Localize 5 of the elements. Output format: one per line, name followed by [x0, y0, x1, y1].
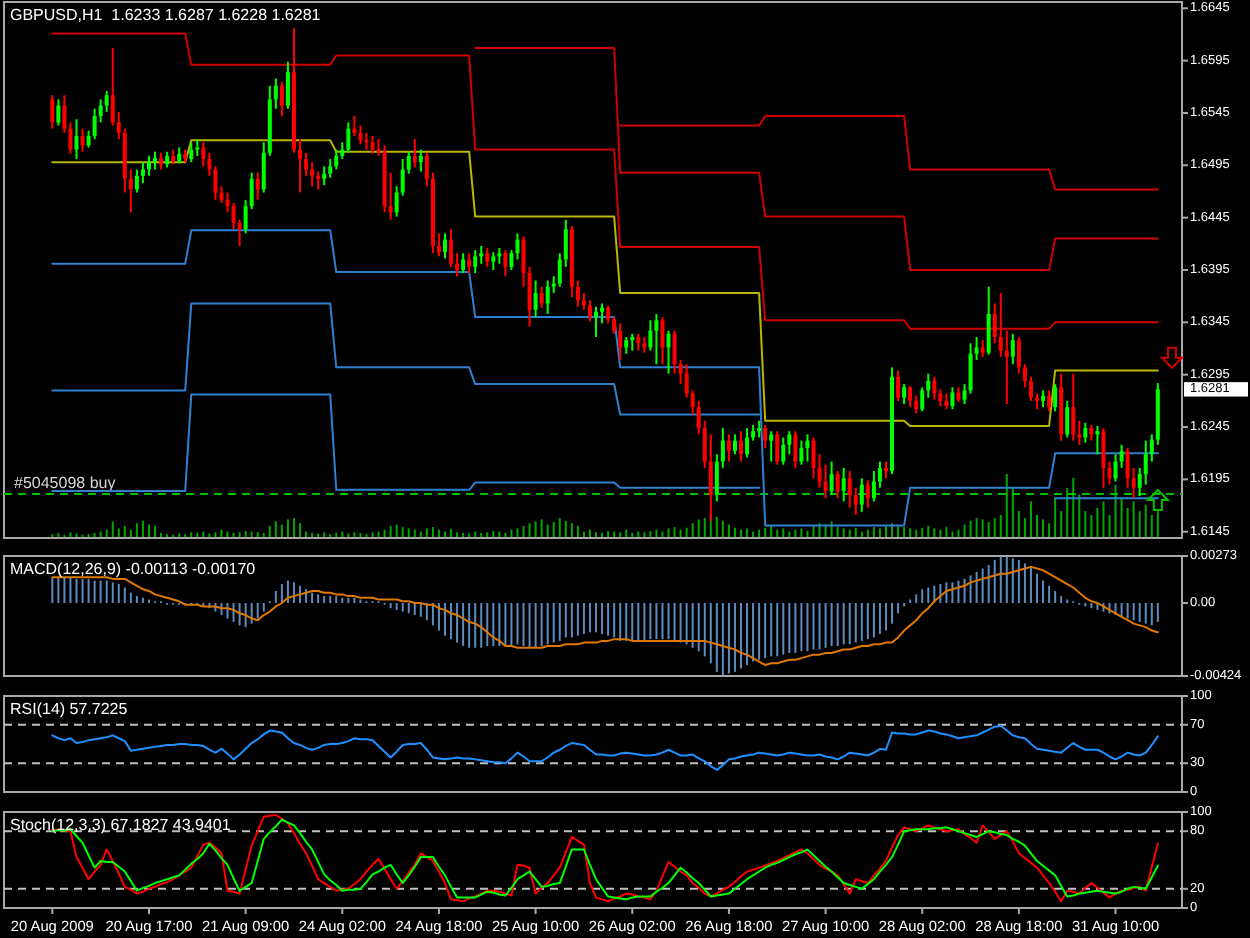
- ref-line-label: #5045098 buy: [14, 474, 116, 493]
- chart-title: GBPUSD,H1 1.6233 1.6287 1.6228 1.6281: [10, 6, 322, 24]
- chart-title: RSI(14) 57.7225: [10, 700, 129, 718]
- chart-title: MACD(12,26,9) -0.00113 -0.00170: [10, 560, 257, 578]
- chart-title: Stoch(12,3,3) 67.1827 43.9401: [10, 816, 232, 834]
